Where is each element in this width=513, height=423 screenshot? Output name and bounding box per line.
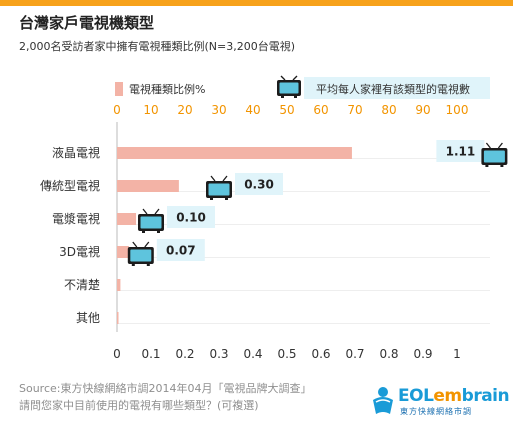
source-line-1: Source:東方快線網絡市調2014年04月「電視品牌大調查」 [19, 382, 312, 395]
percentage-bar [117, 312, 119, 324]
top-axis-tick-label: 90 [415, 103, 430, 117]
legend-tv-box [304, 77, 490, 99]
top-axis-tick-label: 50 [279, 103, 294, 117]
bottom-axis-tick-label: 0 [113, 347, 121, 361]
top-axis-tick-label: 0 [113, 103, 121, 117]
top-axis-tick-label: 80 [381, 103, 396, 117]
tv-icon [481, 142, 508, 167]
bottom-axis-tick-label: 1 [453, 347, 461, 361]
value-label-box [235, 173, 283, 195]
tv-icon [206, 175, 232, 200]
top-axis-tick-label: 60 [313, 103, 328, 117]
eolembrain-logo: EOLembrain 東方快線網絡市調 [370, 386, 510, 420]
legend-bar-swatch [115, 82, 123, 96]
value-label: 0.07 [166, 244, 196, 258]
page-subtitle: 2,000名受訪者家中擁有電視種類比例(N=3,200台電視) [19, 40, 296, 53]
top-axis-tick-label: 20 [177, 103, 192, 117]
source-note: Source:東方快線網絡市調2014年04月「電視品牌大調查」 請問您家中目前… [19, 380, 311, 414]
percentage-bar [117, 180, 179, 192]
value-label: 0.10 [176, 211, 206, 225]
category-label: 3D電視 [59, 244, 100, 259]
bottom-axis-tick-label: 0.6 [311, 347, 330, 361]
page-title: 台灣家戶電視機類型 [19, 14, 155, 32]
percentage-bar [117, 147, 352, 159]
value-label: 0.30 [244, 178, 274, 192]
bottom-axis-tick-label: 0.7 [345, 347, 364, 361]
tv-type-chart: 0 10 20 30 40 50 60 70 80 90 100 0 0.1 0.2 0.3 0.4 0.5 0.… [40, 103, 508, 361]
legend-bar-label: 電視種類比例% [129, 83, 206, 96]
category-label: 其他 [76, 311, 100, 325]
bottom-axis-tick-label: 0.8 [379, 347, 398, 361]
bottom-axis-tick-label: 0.9 [413, 347, 432, 361]
category-label: 電漿電視 [52, 211, 100, 226]
logo-text: EOLembrain [398, 386, 510, 406]
logo-subtitle: 東方快線網絡市調 [400, 407, 472, 416]
logo-mark-icon [373, 387, 393, 414]
top-accent-bar [0, 0, 513, 6]
bottom-axis-tick-label: 0.3 [209, 347, 228, 361]
category-label: 傳統型電視 [40, 178, 100, 193]
top-axis-tick-label: 10 [143, 103, 158, 117]
tv-icon [138, 208, 164, 233]
legend-tv-icon [277, 75, 301, 98]
value-label-box [436, 140, 485, 162]
bottom-axis-tick-label: 0.4 [243, 347, 262, 361]
percentage-bar [117, 213, 137, 225]
percentage-bar [117, 246, 129, 258]
top-axis-tick-label: 40 [245, 103, 260, 117]
percentage-bar [117, 279, 121, 291]
value-label-box [167, 206, 215, 228]
top-axis-tick-label: 100 [446, 103, 469, 117]
bottom-axis-tick-label: 0.5 [277, 347, 296, 361]
value-label-box [156, 239, 205, 261]
category-label: 不清楚 [64, 278, 100, 292]
top-axis-tick-label: 70 [347, 103, 362, 117]
top-axis-tick-label: 30 [211, 103, 226, 117]
value-label: 1.11 [446, 145, 476, 159]
tv-icon [127, 241, 154, 266]
bottom-axis-tick-label: 0.2 [175, 347, 194, 361]
source-line-2: 請問您家中目前使用的電視有哪些類型？(可複選) [19, 399, 259, 412]
category-label: 液晶電視 [52, 145, 100, 160]
legend-tv-label: 平均每人家裡有該類型的電視數 [316, 83, 470, 96]
bottom-axis-tick-label: 0.1 [141, 347, 160, 361]
